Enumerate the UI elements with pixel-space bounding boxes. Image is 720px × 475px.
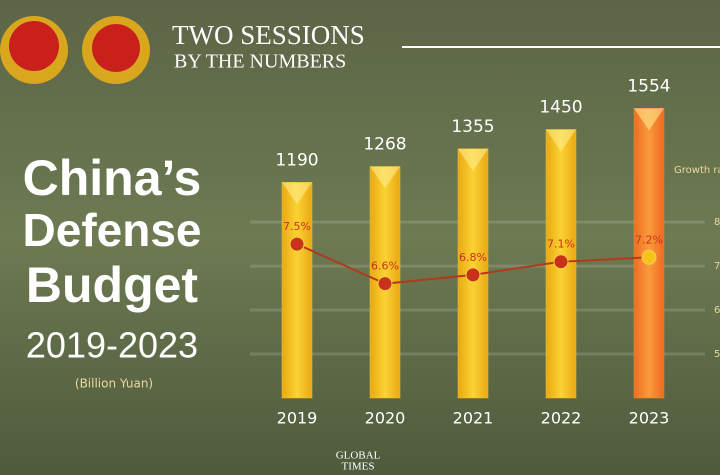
title: Budget — [26, 257, 199, 313]
logo: TIMES — [342, 461, 375, 473]
y2-tick-label: 6 — [714, 305, 720, 316]
emblem-inner — [9, 21, 59, 71]
header-line1: TWO SESSIONS — [172, 20, 365, 50]
x-tick-label: 2022 — [541, 409, 582, 428]
bar-value-label: 1554 — [627, 76, 670, 96]
bar — [281, 182, 313, 399]
y2-axis-label: Growth ra — [674, 165, 720, 176]
logo: GLOBAL — [336, 450, 381, 462]
title: Defense — [23, 204, 202, 256]
bar-cap — [282, 182, 312, 205]
x-tick-label: 2019 — [277, 409, 318, 428]
y2-tick-label: 8 — [714, 217, 720, 228]
growth-value-label: 6.6% — [371, 260, 399, 273]
bar-cap — [546, 129, 576, 152]
emblem-inner — [92, 24, 140, 72]
x-tick-label: 2020 — [365, 409, 406, 428]
bar-cap — [458, 148, 488, 171]
x-tick-label: 2021 — [453, 409, 494, 428]
y2-tick-label: 5 — [714, 349, 720, 360]
bar-value-label: 1268 — [363, 135, 406, 155]
growth-value-label: 7.5% — [283, 220, 311, 233]
unit-label: (Billion Yuan) — [75, 377, 153, 391]
x-tick-label: 2023 — [629, 409, 670, 428]
bar-value-label: 1355 — [451, 117, 494, 137]
growth-value-label: 7.2% — [635, 233, 663, 246]
growth-marker — [377, 276, 393, 292]
growth-value-label: 6.8% — [459, 251, 487, 264]
bar-cap — [370, 166, 400, 189]
growth-marker — [289, 236, 305, 252]
title: China’s — [23, 150, 202, 206]
header-line2: BY THE NUMBERS — [174, 51, 346, 73]
bar-cap — [634, 108, 664, 131]
y2-tick-label: 7 — [714, 261, 720, 272]
growth-marker — [465, 267, 481, 283]
bar-value-label: 1450 — [539, 98, 582, 118]
bar-value-label: 1190 — [275, 150, 318, 170]
title-years: 2019-2023 — [26, 325, 198, 366]
growth-value-label: 7.1% — [547, 238, 575, 251]
growth-marker — [641, 249, 657, 265]
growth-marker — [553, 254, 569, 270]
